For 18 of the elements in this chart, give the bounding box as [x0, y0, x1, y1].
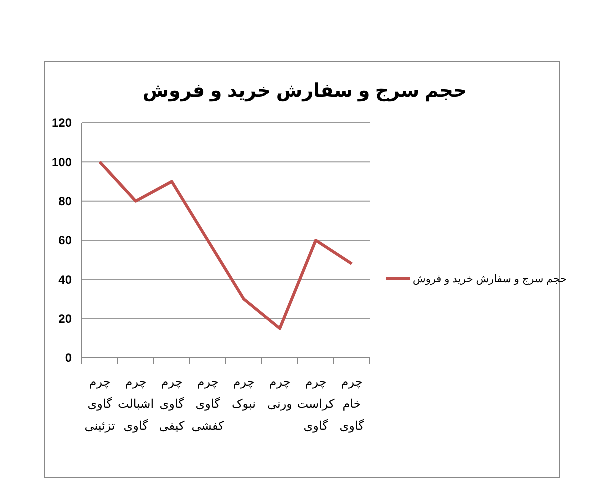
y-tick-label: 80 [58, 194, 72, 209]
x-tick-label: چرم خام گاوی [340, 375, 365, 433]
y-tick-label: 40 [58, 272, 72, 287]
y-tick-label: 120 [52, 116, 72, 130]
x-tick-label: چرم اشبالت گاوی [118, 375, 154, 433]
x-tick-label: چرم ورنی [268, 375, 292, 411]
y-tick-label: 100 [52, 155, 72, 170]
x-tick-label: چرم نبوک [232, 375, 256, 411]
y-tick-label: 60 [58, 234, 72, 248]
y-tick-label: 20 [58, 312, 72, 326]
legend-label: حجم سرج و سفارش خرید و فروش [413, 274, 567, 286]
y-tick-label: 0 [65, 351, 72, 366]
line-series [98, 160, 354, 330]
x-tick-label: چرم کراست گاوی [297, 375, 336, 433]
x-tick-label: چرم گاوی کفشی [192, 375, 225, 433]
chart-title: حجم سرج و سفارش خرید و فروش [142, 81, 468, 102]
x-tick-label: چرم گاوی تزئینی [84, 375, 116, 433]
x-tick-label: چرم گاوی کیفی [159, 375, 185, 433]
